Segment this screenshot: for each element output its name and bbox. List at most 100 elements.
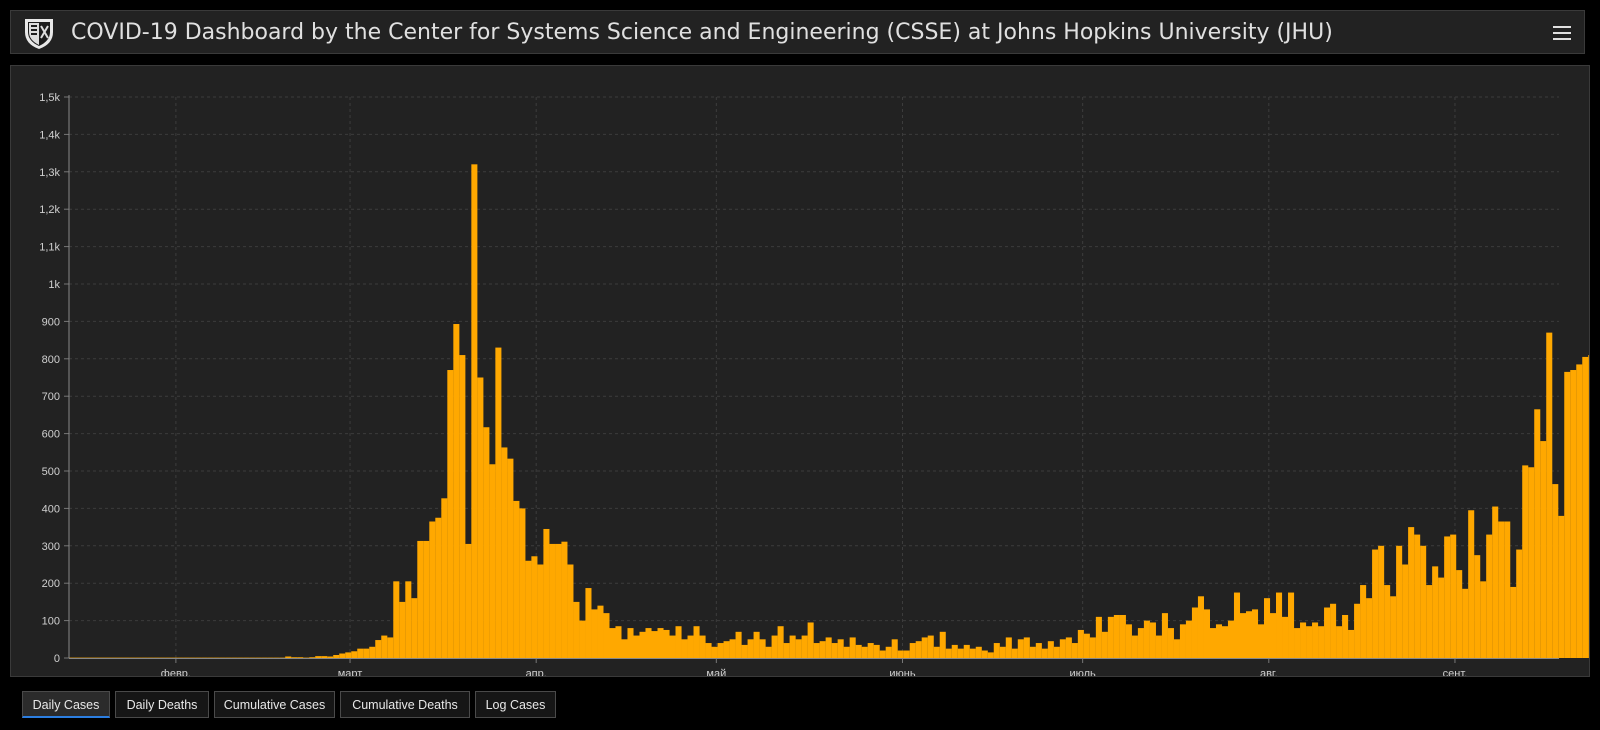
bar	[741, 644, 748, 658]
bar	[1294, 628, 1301, 658]
bar	[399, 601, 406, 658]
bar	[795, 639, 802, 658]
bar	[1282, 616, 1289, 658]
bar	[999, 646, 1006, 658]
bar	[1354, 603, 1361, 658]
tab-cumulative-cases[interactable]: Cumulative Cases	[214, 691, 335, 718]
bar	[831, 643, 838, 658]
bar	[291, 657, 298, 658]
bar	[1300, 622, 1307, 658]
bar	[1372, 549, 1379, 658]
tab-cumulative-deaths[interactable]: Cumulative Deaths	[340, 691, 470, 718]
bar	[543, 528, 550, 658]
bar	[1402, 564, 1409, 658]
bar	[285, 656, 292, 658]
page-title: COVID-19 Dashboard by the Center for Sys…	[71, 20, 1333, 45]
bar	[717, 643, 724, 658]
bar	[363, 648, 370, 658]
bar	[459, 355, 466, 658]
y-tick-label: 900	[42, 316, 60, 328]
bar	[1251, 609, 1259, 658]
bar	[1516, 549, 1523, 658]
header-bar: COVID-19 Dashboard by the Center for Sys…	[10, 10, 1585, 54]
bar	[1360, 585, 1367, 658]
bar	[861, 646, 868, 658]
bar	[987, 652, 994, 658]
bar	[1011, 648, 1018, 658]
bar	[1131, 635, 1138, 658]
bar	[1438, 577, 1445, 658]
bar	[321, 656, 328, 658]
bar	[477, 377, 484, 658]
bar	[1492, 506, 1499, 658]
bar	[561, 541, 568, 658]
bar	[1095, 616, 1102, 658]
bar	[1384, 585, 1391, 658]
bar	[471, 164, 478, 658]
bar	[705, 643, 712, 658]
bar	[1149, 622, 1156, 658]
bar	[423, 540, 430, 658]
bar	[1420, 545, 1427, 658]
tab-daily-deaths[interactable]: Daily Deaths	[115, 691, 209, 718]
bar	[1552, 484, 1559, 658]
bar	[1570, 370, 1577, 658]
bar	[453, 324, 460, 658]
bar	[891, 639, 898, 658]
bar	[849, 637, 856, 658]
bar	[1209, 628, 1217, 658]
tab-daily-cases[interactable]: Daily Cases	[22, 691, 110, 718]
bar	[663, 629, 670, 658]
bar	[1137, 628, 1144, 658]
bar	[417, 540, 424, 658]
bar	[801, 635, 808, 658]
bar	[729, 639, 736, 658]
bar	[297, 657, 304, 658]
bar	[1318, 626, 1325, 658]
bar	[1161, 613, 1168, 658]
y-tick-label: 400	[42, 503, 60, 515]
bar	[753, 631, 760, 658]
chart-panel: 0 100 200 300 400 500 600 700 800 900 1k 1,1k 1,2k 1,…	[10, 65, 1590, 677]
bar	[495, 347, 502, 658]
bar	[1582, 356, 1589, 658]
bar	[1522, 465, 1529, 658]
x-tick-label: июль	[1069, 668, 1096, 676]
bar	[1233, 592, 1241, 658]
bar	[375, 640, 382, 658]
bar	[441, 498, 448, 658]
bar	[885, 646, 892, 658]
bar	[465, 543, 472, 658]
y-tick-label: 600	[42, 429, 60, 441]
bar	[345, 652, 352, 658]
bar	[615, 626, 622, 658]
bar	[1456, 570, 1463, 658]
y-tick-label: 100	[42, 616, 60, 628]
bar	[1576, 364, 1583, 658]
bar	[531, 556, 538, 658]
bar	[1017, 639, 1024, 658]
bar	[1119, 614, 1126, 658]
bar	[1390, 596, 1397, 658]
bar	[1336, 626, 1343, 658]
bar	[1432, 566, 1439, 658]
bar	[1191, 607, 1198, 658]
bar	[1263, 598, 1271, 658]
y-tick-label: 300	[42, 541, 60, 553]
bar	[657, 628, 664, 658]
tab-log-cases[interactable]: Log Cases	[475, 691, 556, 718]
bar	[993, 643, 1000, 658]
bar	[603, 613, 610, 658]
bar	[549, 543, 556, 658]
bar	[537, 564, 544, 658]
bar	[927, 635, 934, 658]
bar	[771, 635, 778, 658]
bar	[1468, 510, 1475, 658]
bar	[1053, 646, 1060, 658]
bar	[573, 601, 580, 658]
hamburger-menu-icon[interactable]	[1552, 23, 1572, 43]
bar	[1306, 626, 1313, 658]
bar	[525, 560, 532, 658]
bar	[1101, 631, 1108, 658]
bar	[447, 370, 454, 658]
